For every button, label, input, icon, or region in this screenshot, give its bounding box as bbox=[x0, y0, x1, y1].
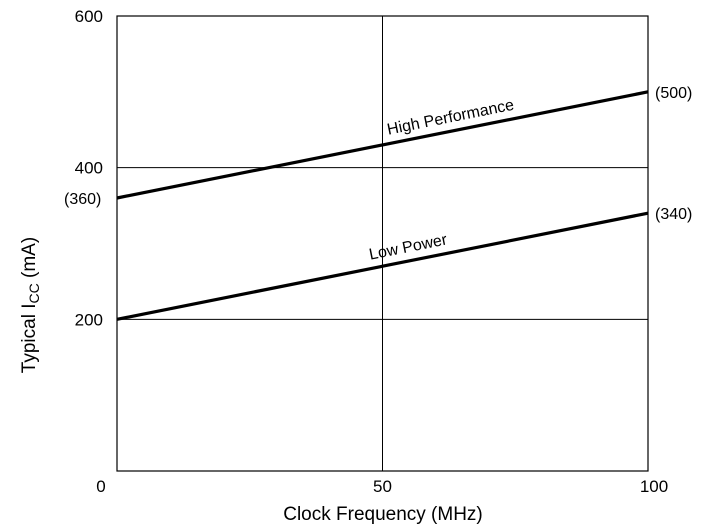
x-tick-label-100: 100 bbox=[640, 477, 668, 496]
y-axis-title-subscript: CC bbox=[26, 283, 42, 303]
series-label-low-power: Low Power bbox=[368, 231, 450, 263]
series-line-low-power bbox=[116, 211, 649, 321]
y-axis-title-main: Typical I bbox=[19, 303, 40, 373]
x-axis-title: Clock Frequency (MHz) bbox=[283, 504, 483, 525]
y-tick-label-200: 200 bbox=[75, 310, 103, 329]
grid-lines bbox=[117, 16, 648, 471]
end-label-high-performance: (500) bbox=[655, 85, 692, 102]
y-axis-tick-labels: 200 400 600 bbox=[75, 7, 103, 329]
x-tick-label-0: 0 bbox=[96, 477, 105, 496]
series-lines bbox=[116, 90, 649, 321]
end-label-low-power: (340) bbox=[655, 206, 692, 223]
x-tick-label-50: 50 bbox=[373, 477, 392, 496]
plot-area-frame bbox=[116, 15, 649, 472]
y-tick-label-600: 600 bbox=[75, 7, 103, 26]
data-labels: (500) (360) (340) bbox=[64, 85, 692, 223]
y-axis-title: Typical ICC (mA) bbox=[19, 237, 42, 373]
y-tick-label-400: 400 bbox=[75, 159, 103, 178]
start-label-high-performance: (360) bbox=[64, 191, 101, 208]
y-axis-title-unit: (mA) bbox=[19, 237, 40, 283]
x-axis-tick-labels: 0 50 100 bbox=[96, 477, 668, 496]
series-line-high-performance bbox=[116, 90, 649, 200]
